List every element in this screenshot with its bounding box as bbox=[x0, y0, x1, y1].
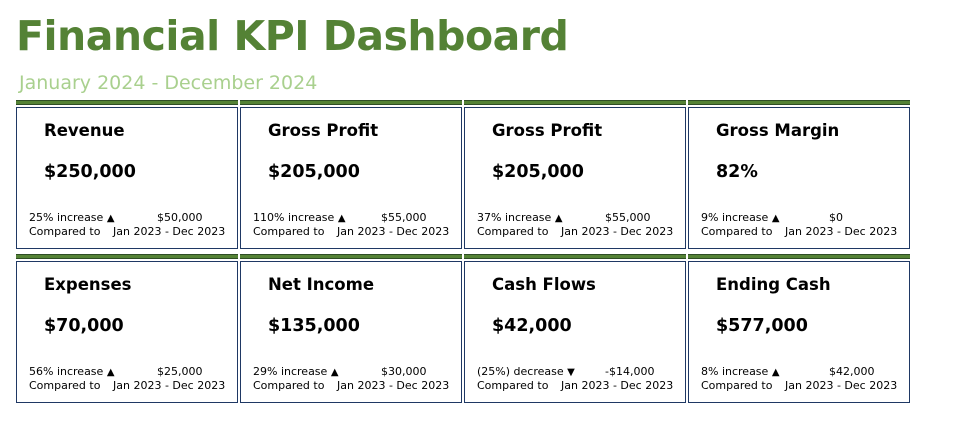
kpi-card-net-income: Net Income $135,000 29% increase ▲ $30,000 C… bbox=[240, 261, 462, 403]
triangle-up-icon: ▲ bbox=[771, 367, 780, 378]
kpi-label: Gross Profit bbox=[268, 121, 379, 140]
kpi-value: 82% bbox=[716, 162, 758, 182]
kpi-label: Ending Cash bbox=[716, 275, 831, 294]
card-header-bar bbox=[464, 254, 686, 259]
kpi-card-gross-margin: Gross Margin 82% 9% increase ▲ $0 Compared t… bbox=[688, 107, 910, 249]
kpi-value: $135,000 bbox=[268, 316, 360, 336]
compared-to-label: Compared to bbox=[253, 379, 325, 392]
kpi-change-text: 8% increase bbox=[701, 365, 769, 378]
comparison-period: Jan 2023 - Dec 2023 bbox=[785, 379, 898, 392]
kpi-comparison-row: Compared to Jan 2023 - Dec 2023 bbox=[701, 379, 905, 393]
kpi-value: $42,000 bbox=[492, 316, 572, 336]
kpi-change-row: 29% increase ▲ $30,000 bbox=[253, 365, 457, 379]
kpi-delta: $55,000 bbox=[605, 211, 651, 224]
kpi-delta: $55,000 bbox=[381, 211, 427, 224]
kpi-card-expenses: Expenses $70,000 56% increase ▲ $25,000 Comp… bbox=[16, 261, 238, 403]
kpi-value: $577,000 bbox=[716, 316, 808, 336]
comparison-period: Jan 2023 - Dec 2023 bbox=[561, 379, 674, 392]
kpi-change-text: 37% increase bbox=[477, 211, 552, 224]
card-header-bar bbox=[688, 100, 910, 105]
kpi-value: $205,000 bbox=[492, 162, 584, 182]
triangle-up-icon: ▲ bbox=[771, 213, 780, 224]
date-range-subtitle: January 2024 - December 2024 bbox=[19, 72, 318, 94]
kpi-change-text: 110% increase bbox=[253, 211, 335, 224]
kpi-value: $250,000 bbox=[44, 162, 136, 182]
kpi-comparison-row: Compared to Jan 2023 - Dec 2023 bbox=[701, 225, 905, 239]
comparison-period: Jan 2023 - Dec 2023 bbox=[337, 225, 450, 238]
kpi-delta: $30,000 bbox=[381, 365, 427, 378]
dashboard-title: Financial KPI Dashboard bbox=[16, 12, 569, 60]
compared-to-label: Compared to bbox=[29, 379, 101, 392]
kpi-comparison-row: Compared to Jan 2023 - Dec 2023 bbox=[253, 379, 457, 393]
kpi-comparison-row: Compared to Jan 2023 - Dec 2023 bbox=[477, 379, 681, 393]
card-header-bar bbox=[16, 100, 238, 105]
kpi-label: Gross Profit bbox=[492, 121, 603, 140]
kpi-label: Net Income bbox=[268, 275, 375, 294]
kpi-comparison-row: Compared to Jan 2023 - Dec 2023 bbox=[253, 225, 457, 239]
card-header-bar bbox=[240, 100, 462, 105]
kpi-delta: $42,000 bbox=[829, 365, 875, 378]
comparison-period: Jan 2023 - Dec 2023 bbox=[113, 379, 226, 392]
kpi-change-text: (25%) decrease bbox=[477, 365, 564, 378]
triangle-down-icon: ▼ bbox=[567, 367, 575, 378]
kpi-change-text: 9% increase bbox=[701, 211, 769, 224]
kpi-delta: $25,000 bbox=[157, 365, 203, 378]
kpi-change-row: (25%) decrease ▼ -$14,000 bbox=[477, 365, 681, 379]
card-header-bar bbox=[240, 254, 462, 259]
kpi-change-row: 37% increase ▲ $55,000 bbox=[477, 211, 681, 225]
kpi-card-revenue: Revenue $250,000 25% increase ▲ $50,000 Comp… bbox=[16, 107, 238, 249]
compared-to-label: Compared to bbox=[701, 379, 773, 392]
kpi-change-row: 9% increase ▲ $0 bbox=[701, 211, 905, 225]
kpi-label: Gross Margin bbox=[716, 121, 840, 140]
triangle-up-icon: ▲ bbox=[554, 213, 563, 224]
kpi-change-text: 25% increase bbox=[29, 211, 104, 224]
triangle-up-icon: ▲ bbox=[337, 213, 346, 224]
kpi-comparison-row: Compared to Jan 2023 - Dec 2023 bbox=[29, 225, 233, 239]
kpi-card-gross-profit: Gross Profit $205,000 37% increase ▲ $55,00… bbox=[464, 107, 686, 249]
comparison-period: Jan 2023 - Dec 2023 bbox=[113, 225, 226, 238]
kpi-label: Expenses bbox=[44, 275, 132, 294]
comparison-period: Jan 2023 - Dec 2023 bbox=[785, 225, 898, 238]
kpi-change-text: 56% increase bbox=[29, 365, 104, 378]
kpi-value: $70,000 bbox=[44, 316, 124, 336]
triangle-up-icon: ▲ bbox=[106, 213, 115, 224]
kpi-value: $205,000 bbox=[268, 162, 360, 182]
comparison-period: Jan 2023 - Dec 2023 bbox=[337, 379, 450, 392]
kpi-delta: $0 bbox=[829, 211, 843, 224]
kpi-delta: -$14,000 bbox=[605, 365, 655, 378]
card-header-bar bbox=[688, 254, 910, 259]
kpi-card-cash-flows: Cash Flows $42,000 (25%) decrease ▼ -$14,00… bbox=[464, 261, 686, 403]
triangle-up-icon: ▲ bbox=[330, 367, 339, 378]
kpi-card-ending-cash: Ending Cash $577,000 8% increase ▲ $42,000 C… bbox=[688, 261, 910, 403]
compared-to-label: Compared to bbox=[477, 225, 549, 238]
kpi-comparison-row: Compared to Jan 2023 - Dec 2023 bbox=[477, 225, 681, 239]
kpi-change-text: 29% increase bbox=[253, 365, 328, 378]
card-header-bar bbox=[16, 254, 238, 259]
compared-to-label: Compared to bbox=[253, 225, 325, 238]
kpi-delta: $50,000 bbox=[157, 211, 203, 224]
card-header-bar bbox=[464, 100, 686, 105]
comparison-period: Jan 2023 - Dec 2023 bbox=[561, 225, 674, 238]
kpi-change-row: 8% increase ▲ $42,000 bbox=[701, 365, 905, 379]
kpi-label: Revenue bbox=[44, 121, 125, 140]
triangle-up-icon: ▲ bbox=[106, 367, 115, 378]
compared-to-label: Compared to bbox=[701, 225, 773, 238]
kpi-change-row: 56% increase ▲ $25,000 bbox=[29, 365, 233, 379]
compared-to-label: Compared to bbox=[477, 379, 549, 392]
kpi-change-row: 110% increase ▲ $55,000 bbox=[253, 211, 457, 225]
kpi-card-gross-profit: Gross Profit $205,000 110% increase ▲ $55,0… bbox=[240, 107, 462, 249]
kpi-label: Cash Flows bbox=[492, 275, 596, 294]
compared-to-label: Compared to bbox=[29, 225, 101, 238]
kpi-change-row: 25% increase ▲ $50,000 bbox=[29, 211, 233, 225]
kpi-comparison-row: Compared to Jan 2023 - Dec 2023 bbox=[29, 379, 233, 393]
